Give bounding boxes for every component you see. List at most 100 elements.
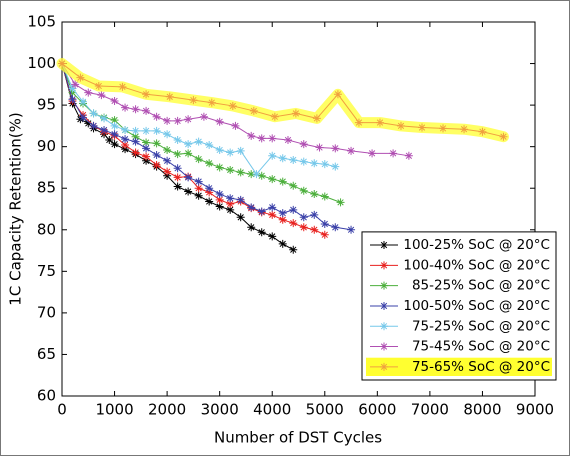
marker: [110, 140, 119, 149]
marker: [320, 192, 329, 201]
marker: [121, 141, 130, 150]
marker: [368, 149, 377, 158]
marker: [289, 155, 298, 164]
marker: [268, 175, 277, 184]
x-tick-label: 8000: [463, 401, 501, 419]
legend-marker: [380, 281, 388, 290]
marker: [354, 118, 363, 127]
marker: [79, 97, 88, 106]
legend-marker: [380, 362, 388, 371]
marker: [215, 190, 224, 199]
marker: [173, 136, 182, 145]
y-tick-label: 70: [37, 303, 56, 321]
legend-marker: [380, 301, 388, 310]
marker: [152, 112, 161, 121]
marker: [312, 114, 321, 123]
legend-label: 75-65% SoC @ 20°C: [412, 359, 550, 375]
marker: [215, 195, 224, 204]
marker: [131, 137, 140, 146]
marker: [131, 132, 140, 141]
marker: [194, 137, 203, 146]
marker: [84, 88, 93, 97]
marker: [215, 117, 224, 126]
y-tick-label: 65: [37, 345, 56, 363]
marker: [205, 159, 214, 168]
marker: [247, 170, 256, 179]
marker: [215, 145, 224, 154]
x-tick-label: 5000: [306, 401, 344, 419]
marker: [257, 207, 266, 216]
marker: [173, 173, 182, 182]
marker: [163, 167, 172, 176]
marker: [100, 126, 109, 135]
marker: [205, 184, 214, 193]
y-tick-label: 95: [37, 96, 56, 114]
marker: [131, 105, 140, 114]
marker: [71, 80, 80, 89]
marker: [236, 195, 245, 204]
marker: [310, 210, 319, 219]
marker: [68, 88, 77, 97]
marker: [347, 146, 356, 155]
marker: [310, 225, 319, 234]
marker: [215, 202, 224, 211]
marker: [184, 140, 193, 149]
y-tick-label: 90: [37, 137, 56, 155]
marker: [194, 177, 203, 186]
marker: [84, 119, 93, 128]
marker: [110, 96, 119, 105]
marker: [110, 130, 119, 139]
marker: [215, 163, 224, 172]
x-tick-label: 3000: [201, 401, 239, 419]
marker: [336, 198, 345, 207]
marker: [331, 162, 340, 171]
marker: [173, 164, 182, 173]
marker: [207, 98, 216, 107]
marker: [396, 121, 405, 130]
legend-marker: [380, 241, 388, 250]
marker: [499, 132, 508, 141]
marker: [236, 146, 245, 155]
marker: [105, 136, 114, 145]
marker: [205, 197, 214, 206]
marker: [163, 145, 172, 154]
marker: [333, 90, 342, 99]
marker: [270, 112, 279, 121]
marker: [226, 205, 235, 214]
legend-label: 75-45% SoC @ 20°C: [412, 339, 550, 355]
marker: [278, 177, 287, 186]
marker: [278, 209, 287, 218]
marker: [247, 223, 256, 232]
x-tick-label: 4000: [253, 401, 291, 419]
legend: 100-25% SoC @ 20°C 100-40% SoC @ 20°C 85-2…: [361, 231, 557, 381]
marker: [118, 82, 127, 91]
marker: [252, 170, 261, 179]
marker: [347, 225, 356, 234]
marker: [247, 203, 256, 212]
marker: [228, 101, 237, 110]
marker: [247, 131, 256, 140]
marker: [89, 121, 98, 130]
legend-marker: [380, 342, 388, 351]
marker: [173, 116, 182, 125]
marker: [278, 154, 287, 163]
marker: [121, 126, 130, 135]
legend-label: 100-40% SoC @ 20°C: [403, 257, 550, 273]
x-tick-label: 6000: [358, 401, 396, 419]
marker: [142, 90, 151, 99]
marker: [268, 151, 277, 160]
marker: [375, 118, 384, 127]
marker: [68, 95, 77, 104]
series-line: [61, 63, 352, 231]
marker: [163, 171, 172, 180]
marker: [289, 219, 298, 228]
marker: [320, 160, 329, 169]
marker: [121, 103, 130, 112]
marker: [194, 155, 203, 164]
marker: [163, 116, 172, 125]
marker: [68, 84, 77, 93]
marker: [142, 106, 151, 115]
x-axis-label: Number of DST Cycles: [214, 429, 382, 447]
marker: [184, 187, 193, 196]
marker: [278, 239, 287, 248]
